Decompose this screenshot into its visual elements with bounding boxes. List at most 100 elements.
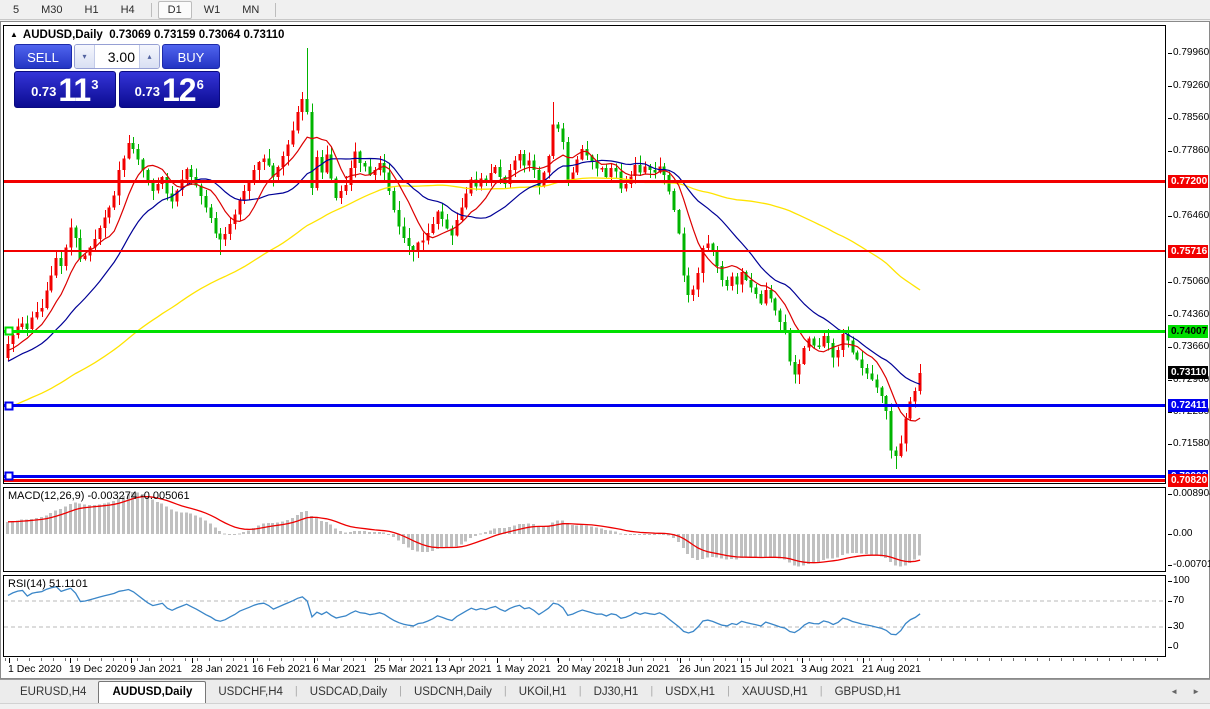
- rsi-chart[interactable]: [4, 576, 1165, 656]
- time-axis-major-tick: [253, 658, 254, 663]
- time-axis-minor-tick: [425, 658, 426, 661]
- sell-button[interactable]: SELL: [14, 44, 72, 69]
- time-axis-label: 16 Feb 2021: [252, 663, 311, 675]
- time-axis-minor-tick: [821, 658, 822, 661]
- time-axis-minor-tick: [173, 658, 174, 661]
- chart-tab-gbpusd-h1[interactable]: GBPUSD,H1: [834, 686, 902, 698]
- time-axis-minor-tick: [1109, 658, 1110, 661]
- volume-increase-button[interactable]: ▴: [139, 45, 159, 68]
- tab-separator: |: [399, 685, 402, 697]
- axis-tick: [1168, 86, 1172, 87]
- time-axis-minor-tick: [569, 658, 570, 661]
- time-axis-label: 8 Jun 2021: [618, 663, 670, 675]
- chart-tab-dj30-h1[interactable]: DJ30,H1: [593, 686, 639, 698]
- axis-tick-label: 0.73660: [1173, 341, 1210, 352]
- time-axis-minor-tick: [125, 658, 126, 661]
- axis-tick-label: 0.79260: [1173, 80, 1210, 91]
- axis-tick: [1168, 534, 1172, 535]
- time-axis[interactable]: 1 Dec 2020 19 Dec 2020 9 Jan 2021 28 Jan 20…: [3, 658, 1166, 678]
- time-axis-major-tick: [70, 658, 71, 663]
- time-axis-minor-tick: [953, 658, 954, 661]
- buy-price-panel[interactable]: 0.73 12 6: [118, 71, 220, 108]
- macd-chart[interactable]: [4, 488, 1165, 571]
- price-level-label: 0.72411: [1168, 399, 1208, 412]
- volume-input[interactable]: [95, 45, 139, 68]
- time-axis-minor-tick: [713, 658, 714, 661]
- chart-tab-usdx-h1[interactable]: USDX,H1: [665, 686, 716, 698]
- time-axis-minor-tick: [929, 658, 930, 661]
- time-axis-minor-tick: [1145, 658, 1146, 661]
- rsi-indicator-panel[interactable]: RSI(14) 51.1101: [3, 575, 1166, 657]
- time-axis-minor-tick: [917, 658, 918, 661]
- time-axis-label: 6 Mar 2021: [313, 663, 367, 675]
- time-axis-minor-tick: [557, 658, 558, 661]
- timeframe-button-mn[interactable]: MN: [242, 3, 260, 16]
- tab-scroll-left-icon[interactable]: ◄: [1170, 687, 1179, 696]
- time-axis-label: 26 Jun 2021: [679, 663, 737, 675]
- time-axis-label: 28 Jan 2021: [191, 663, 249, 675]
- time-axis-minor-tick: [941, 658, 942, 661]
- tab-separator: |: [727, 685, 730, 697]
- time-axis-major-tick: [131, 658, 132, 663]
- timeframe-button-h1[interactable]: H1: [84, 3, 99, 16]
- timeframe-button-h4[interactable]: H4: [120, 3, 135, 16]
- time-axis-label: 1 May 2021: [496, 663, 551, 675]
- timeframe-button-5[interactable]: 5: [13, 3, 20, 16]
- time-axis-minor-tick: [17, 658, 18, 661]
- timeframe-button-w1[interactable]: W1: [203, 3, 221, 16]
- chart-tab-eurusd-h4[interactable]: EURUSD,H4: [20, 686, 87, 698]
- time-axis-minor-tick: [449, 658, 450, 661]
- buy-price-prefix: 0.73: [134, 84, 160, 99]
- timeframe-button-d1[interactable]: D1: [157, 0, 192, 19]
- time-axis-major-tick: [314, 658, 315, 663]
- chart-tab-usdcad-daily[interactable]: USDCAD,Daily: [309, 686, 388, 698]
- time-axis-minor-tick: [977, 658, 978, 661]
- chart-tab-ukoil-h1[interactable]: UKOil,H1: [518, 686, 567, 698]
- time-axis-minor-tick: [89, 658, 90, 661]
- chart-tab-audusd-daily[interactable]: AUDUSD,Daily: [98, 681, 207, 704]
- time-axis-minor-tick: [833, 658, 834, 661]
- time-axis-label: 21 Aug 2021: [862, 663, 921, 675]
- time-axis-minor-tick: [77, 658, 78, 661]
- time-axis-major-tick: [9, 658, 10, 663]
- buy-price-big: 12: [161, 72, 197, 108]
- tab-separator: |: [578, 685, 582, 697]
- macd-indicator-panel[interactable]: MACD(12,26,9) -0.003274 -0.005061: [3, 487, 1166, 572]
- collapse-arrow-icon[interactable]: ▲: [10, 30, 18, 39]
- chart-tab-usdcnh-daily[interactable]: USDCNH,Daily: [413, 686, 492, 698]
- time-axis-minor-tick: [1037, 658, 1038, 661]
- time-axis-minor-tick: [1073, 658, 1074, 661]
- time-axis-minor-tick: [629, 658, 630, 661]
- tab-scroll-right-icon[interactable]: ►: [1192, 687, 1200, 696]
- time-axis-minor-tick: [5, 658, 6, 661]
- axis-tick-label: 0.008904: [1173, 488, 1210, 499]
- axis-tick-label: 0.72960: [1173, 374, 1210, 385]
- sell-price-panel[interactable]: 0.73 11 3: [14, 71, 116, 108]
- price-axis[interactable]: 0.79960 0.79260 0.78560 0.77860 0.76460 0.750…: [1168, 22, 1210, 678]
- buy-button[interactable]: BUY: [162, 44, 220, 69]
- time-axis-major-tick: [680, 658, 681, 663]
- candlestick-chart[interactable]: [4, 26, 1165, 483]
- volume-decrease-button[interactable]: ▾: [75, 45, 95, 68]
- chart-tab-xauusd-h1[interactable]: XAUUSD,H1: [741, 686, 808, 698]
- timeframe-button-m30[interactable]: M30: [41, 3, 63, 16]
- axis-tick: [1168, 151, 1172, 152]
- time-axis-label: 9 Jan 2021: [130, 663, 182, 675]
- price-chart-panel[interactable]: ▲ AUDUSD,Daily 0.73069 0.73159 0.73064 0.…: [3, 25, 1166, 484]
- time-axis-minor-tick: [785, 658, 786, 661]
- axis-tick-label: 100: [1173, 575, 1190, 586]
- time-axis-major-tick: [619, 658, 620, 663]
- time-axis-minor-tick: [65, 658, 66, 661]
- time-axis-minor-tick: [749, 658, 750, 661]
- chart-tab-usdchf-h4[interactable]: USDCHF,H4: [218, 686, 283, 698]
- tab-scroll-arrows: ◄ ►: [1170, 687, 1200, 696]
- time-axis-minor-tick: [353, 658, 354, 661]
- time-axis-minor-tick: [509, 658, 510, 661]
- time-axis-minor-tick: [617, 658, 618, 661]
- axis-tick: [1168, 444, 1172, 445]
- axis-tick: [1168, 581, 1172, 582]
- chart-title: ▲ AUDUSD,Daily 0.73069 0.73159 0.73064 0.…: [10, 29, 284, 41]
- axis-tick-label: -0.007013: [1173, 559, 1210, 570]
- time-axis-minor-tick: [245, 658, 246, 661]
